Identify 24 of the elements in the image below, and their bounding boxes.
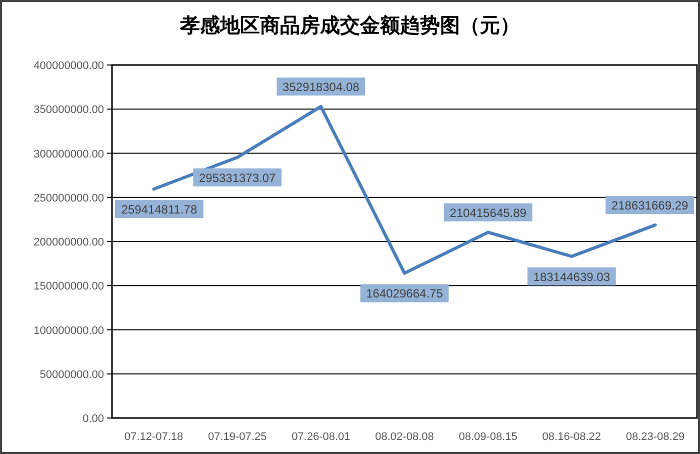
data-label: 259414811.78 — [121, 202, 198, 217]
y-tick-label: 400000000.00 — [34, 60, 104, 72]
y-tick-label: 350000000.00 — [34, 104, 104, 116]
x-tick-label: 07.19-07.25 — [208, 431, 267, 443]
y-tick-label: 0.00 — [82, 413, 104, 425]
data-label: 295331373.07 — [198, 170, 276, 185]
y-tick-label: 150000000.00 — [34, 280, 104, 293]
x-tick-label: 08.23-08.29 — [626, 431, 685, 443]
x-tick-label: 08.09-08.15 — [458, 431, 518, 443]
chart-title: 孝感地区商品房成交金额趋势图（元） — [179, 14, 520, 37]
y-tick-label: 250000000.00 — [34, 192, 104, 204]
data-label: 218631669.29 — [611, 198, 688, 213]
y-tick-label: 50000000.00 — [40, 368, 104, 381]
x-tick-label: 08.02-08.08 — [375, 431, 434, 443]
x-tick-label: 07.26-08.01 — [292, 431, 350, 443]
data-label: 183144639.03 — [533, 270, 610, 284]
data-label: 164029664.75 — [366, 286, 444, 301]
y-tick-label: 100000000.00 — [34, 324, 104, 337]
y-tick-label: 300000000.00 — [34, 148, 104, 160]
x-tick-label: 07.12-07.18 — [124, 431, 184, 443]
data-label: 210415645.89 — [450, 206, 527, 220]
x-tick-label: 08.16-08.22 — [542, 431, 601, 443]
data-label: 352918304.08 — [282, 80, 360, 94]
y-tick-label: 200000000.00 — [34, 236, 104, 248]
